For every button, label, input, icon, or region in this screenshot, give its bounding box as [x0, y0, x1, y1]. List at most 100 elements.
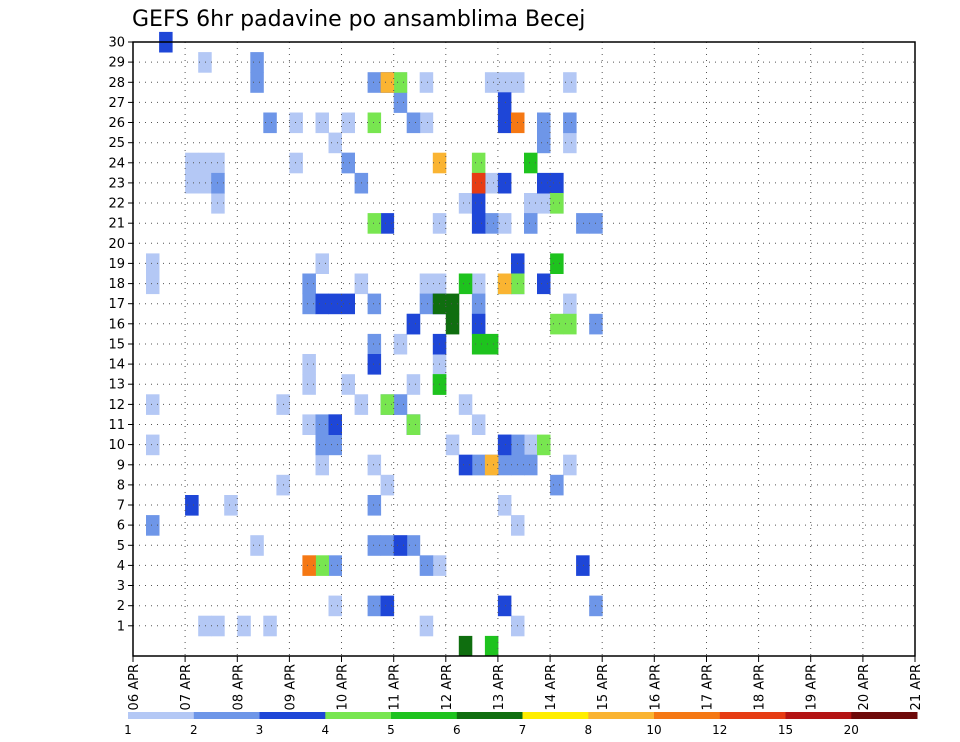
y-tick-label: 14 — [108, 358, 125, 373]
colorbar-label: 15 — [778, 723, 793, 737]
heat-cell — [406, 414, 421, 435]
y-tick-label: 28 — [108, 76, 125, 91]
heat-cell — [328, 595, 342, 617]
heat-cell — [341, 112, 355, 134]
x-tick-label: 12 APR — [440, 664, 455, 710]
heat-cell — [524, 213, 538, 234]
x-tick-label: 17 APR — [701, 664, 716, 710]
heat-cell — [302, 354, 316, 375]
heat-cell — [497, 72, 512, 93]
y-tick-label: 5 — [117, 539, 125, 554]
heat-cell — [250, 52, 264, 73]
colorbar-swatch — [588, 712, 655, 719]
y-tick-label: 26 — [108, 116, 125, 131]
heat-cell — [146, 515, 160, 536]
heat-cell — [380, 595, 395, 617]
heat-cell — [484, 213, 499, 234]
heat-cell — [524, 454, 538, 476]
heat-cell — [237, 615, 251, 637]
heat-cell — [341, 152, 355, 174]
heat-cell — [406, 535, 421, 556]
y-tick-label: 25 — [108, 136, 125, 151]
heat-cell — [367, 112, 382, 134]
y-tick-label: 19 — [108, 257, 125, 272]
y-tick-label: 30 — [108, 36, 125, 51]
colorbar-swatch — [522, 712, 589, 719]
x-tick-label: 21 APR — [909, 664, 924, 710]
heat-cell — [393, 535, 408, 556]
heat-cell — [537, 112, 551, 134]
heat-cell — [497, 112, 512, 134]
y-tick-label: 3 — [117, 579, 125, 594]
heat-cell — [471, 273, 486, 295]
x-tick-label: 09 APR — [283, 664, 298, 710]
colorbar-label: 1 — [124, 723, 132, 737]
heat-cell — [380, 474, 395, 496]
heat-cell — [484, 172, 499, 194]
colorbar-label: 12 — [712, 723, 727, 737]
y-tick-label: 12 — [108, 398, 125, 413]
heat-cell — [563, 313, 577, 335]
heat-cell — [328, 293, 342, 315]
heat-cell — [380, 394, 395, 415]
heat-cell — [315, 454, 329, 476]
heat-cell — [484, 72, 499, 93]
heat-cell — [484, 333, 499, 355]
colorbar-swatch — [325, 712, 392, 719]
heat-cell — [224, 495, 238, 516]
heat-cell — [315, 253, 329, 274]
heat-cell — [537, 273, 551, 295]
heat-cell — [146, 394, 160, 415]
heat-cell — [250, 535, 264, 556]
heat-cell — [458, 635, 473, 657]
heat-cell — [302, 374, 316, 395]
x-tick-label: 18 APR — [753, 664, 768, 710]
cells-layer — [146, 31, 603, 657]
heat-cell — [484, 454, 499, 476]
y-tick-label: 8 — [117, 478, 125, 493]
x-tick-label: 20 APR — [857, 664, 872, 710]
heat-cell — [563, 72, 577, 93]
y-tick-label: 2 — [117, 599, 125, 614]
heat-cell — [497, 213, 512, 234]
y-tick-label: 21 — [108, 217, 125, 232]
heat-cell — [380, 213, 395, 234]
x-tick-label: 19 APR — [805, 664, 820, 710]
y-tick-label: 29 — [108, 56, 125, 71]
heat-cell — [393, 333, 408, 355]
heat-cell — [550, 313, 564, 335]
heat-cell — [524, 434, 538, 456]
heat-cell — [263, 112, 277, 134]
y-tick-label: 16 — [108, 317, 125, 332]
x-tick-label: 08 APR — [231, 664, 246, 710]
heat-cell — [185, 152, 199, 174]
heat-cell — [497, 595, 512, 617]
colorbar-swatch — [719, 712, 786, 719]
y-tick-label: 9 — [117, 458, 125, 473]
heat-cell — [471, 152, 486, 174]
y-tick-label: 23 — [108, 176, 125, 191]
colorbar-label: 7 — [519, 723, 527, 737]
heat-cell — [497, 454, 512, 476]
heat-cell — [445, 313, 460, 335]
heat-cell — [563, 132, 577, 154]
colorbar-label: 2 — [190, 723, 198, 737]
heat-cell — [537, 132, 551, 154]
heat-cell — [302, 293, 316, 315]
heat-cell — [497, 92, 512, 113]
heat-cell — [497, 495, 512, 516]
heat-cell — [458, 454, 473, 476]
y-tick-label: 4 — [117, 559, 125, 574]
heat-cell — [289, 152, 303, 174]
y-tick-label: 6 — [117, 519, 125, 534]
y-tick-label: 24 — [108, 156, 125, 171]
heat-cell — [198, 172, 212, 194]
colorbar-swatch — [851, 712, 918, 719]
heat-cell — [302, 273, 316, 295]
colorbar-swatch — [785, 712, 852, 719]
heat-cell — [550, 474, 564, 496]
colorbar-label: 6 — [453, 723, 461, 737]
heat-cell — [471, 172, 486, 194]
heat-cell — [185, 172, 199, 194]
